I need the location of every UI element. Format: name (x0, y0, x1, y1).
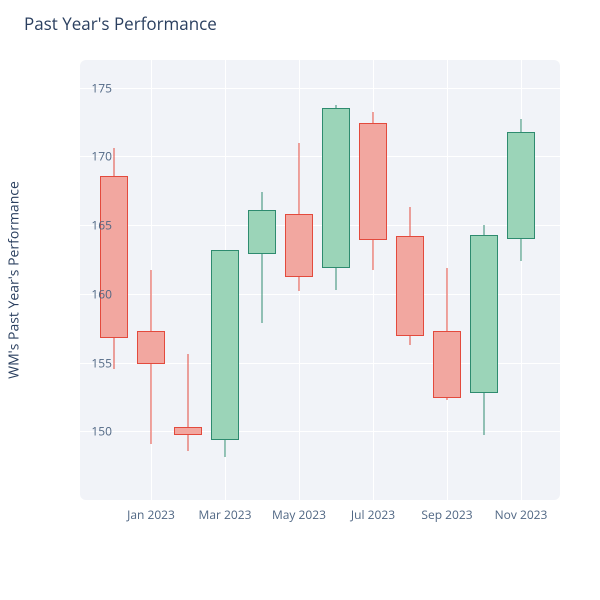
x-tick: May 2023 (259, 506, 339, 523)
candle-body (248, 210, 276, 254)
candlestick[interactable] (137, 60, 165, 500)
candlestick[interactable] (322, 60, 350, 500)
x-tick: Jul 2023 (333, 506, 413, 523)
candle-body (285, 214, 313, 277)
candle-body (174, 427, 202, 435)
x-tick: Jan 2023 (111, 506, 191, 523)
chart-title: Past Year's Performance (24, 12, 217, 35)
x-tick: Nov 2023 (481, 506, 561, 523)
candlestick[interactable] (359, 60, 387, 500)
x-tick: Mar 2023 (185, 506, 265, 523)
y-tick: 150 (72, 423, 112, 440)
candle-body (359, 123, 387, 240)
candle-body (433, 331, 461, 398)
candlestick[interactable] (396, 60, 424, 500)
candlestick[interactable] (211, 60, 239, 500)
candle-body (322, 108, 350, 268)
candlestick[interactable] (248, 60, 276, 500)
plot-area (80, 60, 560, 500)
candle-body (137, 331, 165, 364)
y-tick: 170 (72, 148, 112, 165)
y-tick: 160 (72, 285, 112, 302)
candle-wick (188, 354, 189, 450)
candlestick[interactable] (174, 60, 202, 500)
candle-body (211, 250, 239, 440)
candlestick[interactable] (507, 60, 535, 500)
y-axis-label: WM's Past Year's Performance (5, 181, 24, 379)
y-tick: 165 (72, 217, 112, 234)
candle-body (507, 132, 535, 239)
candle-body (396, 236, 424, 336)
x-tick: Sep 2023 (407, 506, 487, 523)
candlestick[interactable] (470, 60, 498, 500)
candle-body (100, 176, 128, 338)
y-tick: 175 (72, 79, 112, 96)
candlestick[interactable] (433, 60, 461, 500)
y-tick: 155 (72, 354, 112, 371)
candlestick[interactable] (285, 60, 313, 500)
candle-body (470, 235, 498, 393)
